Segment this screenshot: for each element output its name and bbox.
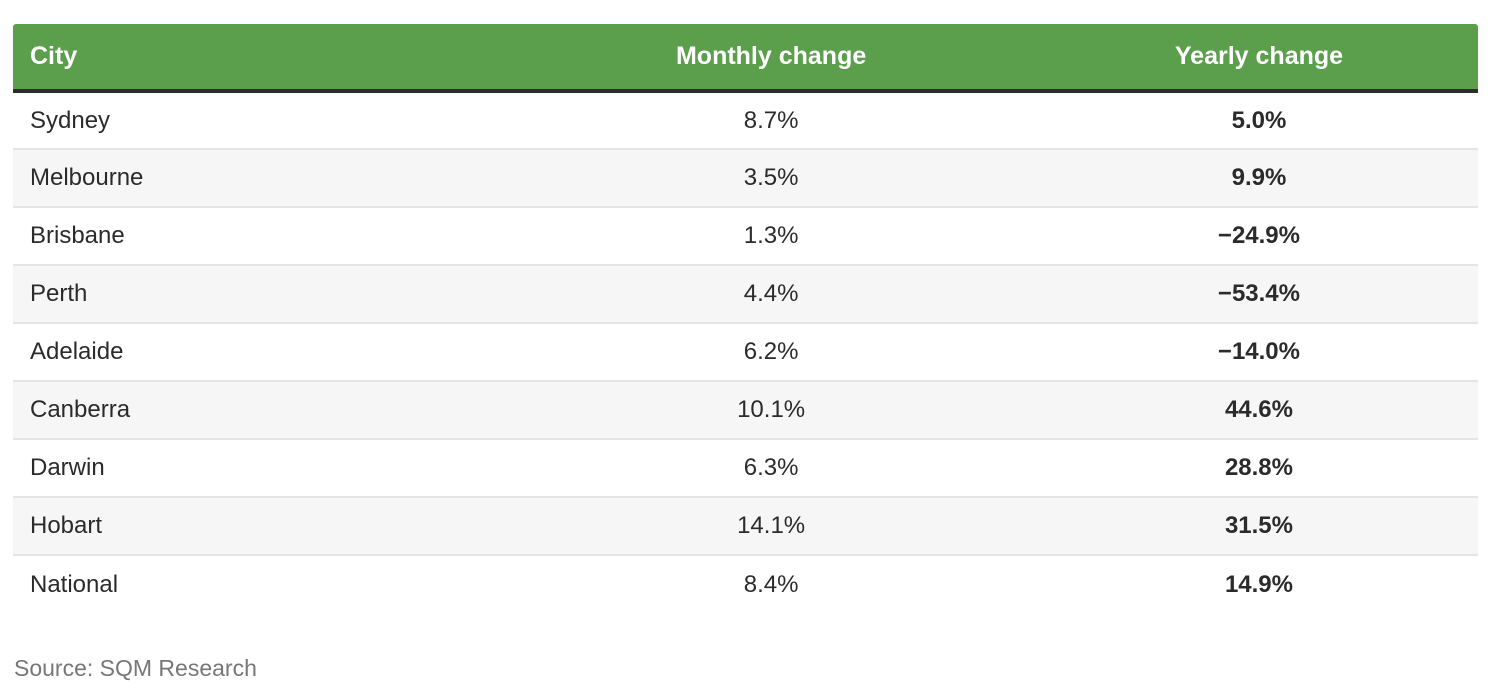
city-cell: Canberra [13,380,503,439]
monthly-change-cell: 1.3% [502,206,1040,265]
source-attribution: Source: SQM Research [14,655,257,681]
city-cell: Adelaide [13,322,503,381]
table-row-canberra: Canberra 10.1% 44.6% [13,380,1478,439]
yearly-change-cell: 31.5% [1039,496,1478,555]
yearly-change-cell: −24.9% [1039,206,1478,265]
column-header-city: City [13,24,503,93]
yearly-change-cell: 44.6% [1039,380,1478,439]
city-cell: Perth [13,264,503,323]
price-change-table: City Monthly change Yearly change Sydney… [13,24,1478,613]
yearly-change-cell: −53.4% [1039,264,1478,323]
yearly-change-cell: 14.9% [1039,554,1478,613]
yearly-change-cell: −14.0% [1039,322,1478,381]
monthly-change-cell: 4.4% [502,264,1040,323]
table-row-adelaide: Adelaide 6.2% −14.0% [13,322,1478,381]
city-cell: Hobart [13,496,503,555]
table-row-national: National 8.4% 14.9% [13,554,1478,613]
column-header-yearly-change: Yearly change [1039,24,1478,93]
yearly-change-cell: 28.8% [1039,438,1478,497]
yearly-change-cell: 9.9% [1039,148,1478,207]
monthly-change-cell: 10.1% [502,380,1040,439]
table-row-darwin: Darwin 6.3% 28.8% [13,438,1478,497]
table-header-row: City Monthly change Yearly change [13,24,1478,93]
city-cell: Brisbane [13,206,503,265]
city-cell: Melbourne [13,148,503,207]
monthly-change-cell: 6.3% [502,438,1040,497]
city-cell: Sydney [30,106,111,134]
monthly-change-cell: 3.5% [502,148,1040,207]
monthly-change-cell: 14.1% [502,496,1040,555]
table-row-perth: Perth 4.4% −53.4% [13,264,1478,323]
table-row-sydney: Sydney 8.7% 5.0% [13,91,1478,149]
city-cell: Darwin [13,438,503,497]
yearly-change-cell: 5.0% [1231,106,1287,134]
table-row-brisbane: Brisbane 1.3% −24.9% [13,206,1478,265]
table-row-hobart: Hobart 14.1% 31.5% [13,496,1478,555]
column-header-monthly-change: Monthly change [502,24,1040,93]
monthly-change-cell: 6.2% [502,322,1040,381]
monthly-change-cell: 8.4% [502,554,1040,613]
table-row-melbourne: Melbourne 3.5% 9.9% [13,148,1478,207]
monthly-change-cell: 8.7% [743,106,799,134]
city-cell: National [13,554,503,613]
